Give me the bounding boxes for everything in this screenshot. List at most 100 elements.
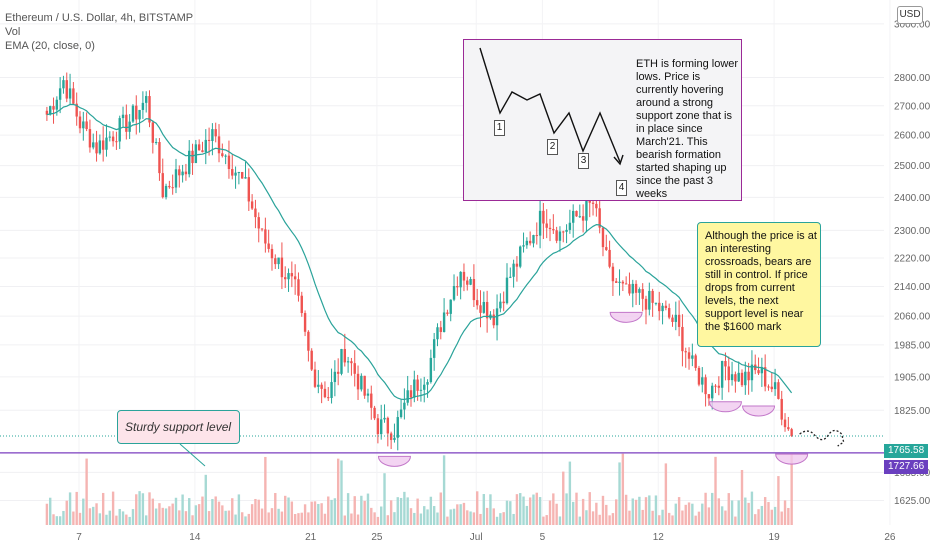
volume-bar bbox=[45, 503, 49, 525]
volume-bar bbox=[605, 504, 608, 525]
volume-label: Vol bbox=[5, 26, 21, 38]
candle-body bbox=[585, 199, 588, 221]
candle-body bbox=[611, 266, 615, 282]
candle-body bbox=[234, 172, 237, 176]
candle-body bbox=[701, 377, 704, 385]
candle-body bbox=[747, 371, 750, 381]
candle-body bbox=[591, 202, 595, 204]
candle-body bbox=[542, 210, 545, 224]
candle-body bbox=[317, 384, 320, 387]
x-tick-label: 21 bbox=[305, 532, 317, 543]
x-tick-label: 25 bbox=[371, 532, 383, 543]
support-arc bbox=[609, 311, 643, 323]
volume-bar bbox=[250, 504, 254, 525]
volume-bar bbox=[446, 516, 449, 525]
volume-bar bbox=[644, 497, 648, 525]
volume-bar bbox=[340, 460, 343, 525]
candle-body bbox=[519, 246, 522, 267]
volume-bar bbox=[532, 494, 535, 525]
volume-bar bbox=[436, 512, 439, 525]
candle-body bbox=[78, 116, 82, 129]
volume-bar bbox=[65, 500, 68, 525]
volume-bar bbox=[111, 491, 115, 525]
volume-bar bbox=[667, 512, 671, 525]
y-tick-label: 1905.00 bbox=[894, 372, 931, 383]
volume-bar bbox=[681, 510, 684, 525]
candle-body bbox=[310, 350, 313, 370]
candle-body bbox=[555, 230, 558, 241]
volume-bar bbox=[538, 497, 542, 525]
volume-bar bbox=[62, 510, 65, 525]
candle-body bbox=[466, 280, 469, 285]
candle-body bbox=[280, 257, 284, 278]
candle-body bbox=[737, 372, 740, 382]
volume-bar bbox=[648, 495, 651, 525]
volume-bar bbox=[519, 493, 522, 525]
volume-bar bbox=[512, 513, 515, 525]
y-tick-label: 2700.00 bbox=[894, 101, 931, 112]
candle-body bbox=[353, 363, 356, 374]
volume-bar bbox=[254, 498, 257, 525]
candle-body bbox=[648, 290, 651, 310]
candle-body bbox=[297, 279, 300, 296]
candle-body bbox=[760, 367, 764, 374]
candle-body bbox=[49, 106, 52, 115]
candle-body bbox=[224, 155, 227, 157]
volume-bar bbox=[591, 511, 595, 525]
volume-bar bbox=[336, 458, 340, 525]
volume-bar bbox=[247, 513, 251, 525]
candle-body bbox=[330, 382, 333, 398]
volume-bar bbox=[711, 492, 714, 525]
volume-bar bbox=[770, 509, 773, 525]
candle-body bbox=[135, 105, 138, 120]
candle-body bbox=[373, 407, 376, 419]
candle-body bbox=[426, 382, 429, 385]
candle-body bbox=[787, 427, 790, 430]
candle-body bbox=[538, 210, 542, 236]
volume-bar bbox=[231, 498, 234, 525]
x-tick-label: 19 bbox=[769, 532, 781, 543]
volume-bar bbox=[151, 498, 155, 525]
candle-body bbox=[343, 348, 346, 363]
candle-body bbox=[396, 417, 399, 438]
candle-body bbox=[621, 281, 625, 284]
volume-bar bbox=[287, 497, 290, 525]
volume-bar bbox=[442, 455, 446, 525]
candle-body bbox=[237, 172, 241, 174]
volume-bar bbox=[485, 507, 489, 525]
volume-bar bbox=[237, 494, 241, 525]
candle-body bbox=[654, 302, 658, 304]
candle-body bbox=[363, 375, 366, 396]
volume-bar bbox=[68, 492, 72, 525]
currency-button[interactable]: USD bbox=[897, 6, 923, 24]
volume-bar bbox=[164, 508, 168, 525]
volume-bar bbox=[717, 498, 721, 525]
support-callout-pointer bbox=[179, 443, 206, 467]
volume-bar bbox=[780, 511, 783, 525]
candle-body bbox=[631, 283, 634, 294]
volume-bar bbox=[277, 508, 280, 525]
volume-bar bbox=[317, 503, 320, 525]
outlook-annotation-box: Although the price is at an interesting … bbox=[697, 222, 821, 347]
volume-bar bbox=[403, 491, 406, 525]
volume-bar bbox=[360, 495, 363, 525]
candle-body bbox=[346, 361, 350, 363]
y-tick-label: 3000.00 bbox=[894, 19, 931, 30]
candle-body bbox=[168, 185, 171, 188]
candle-body bbox=[188, 150, 191, 175]
volume-bar bbox=[707, 507, 711, 525]
candle-body bbox=[303, 313, 307, 332]
volume-bar bbox=[214, 496, 217, 525]
volume-bar bbox=[78, 512, 82, 525]
volume-bar bbox=[565, 493, 568, 525]
candle-body bbox=[257, 217, 260, 229]
volume-bar bbox=[98, 513, 102, 525]
volume-bar bbox=[85, 458, 88, 525]
volume-bar bbox=[145, 515, 148, 525]
candle-body bbox=[327, 397, 330, 399]
candle-body bbox=[138, 109, 141, 120]
volume-bar bbox=[131, 509, 135, 525]
candle-body bbox=[409, 390, 413, 398]
volume-bar bbox=[571, 501, 575, 525]
